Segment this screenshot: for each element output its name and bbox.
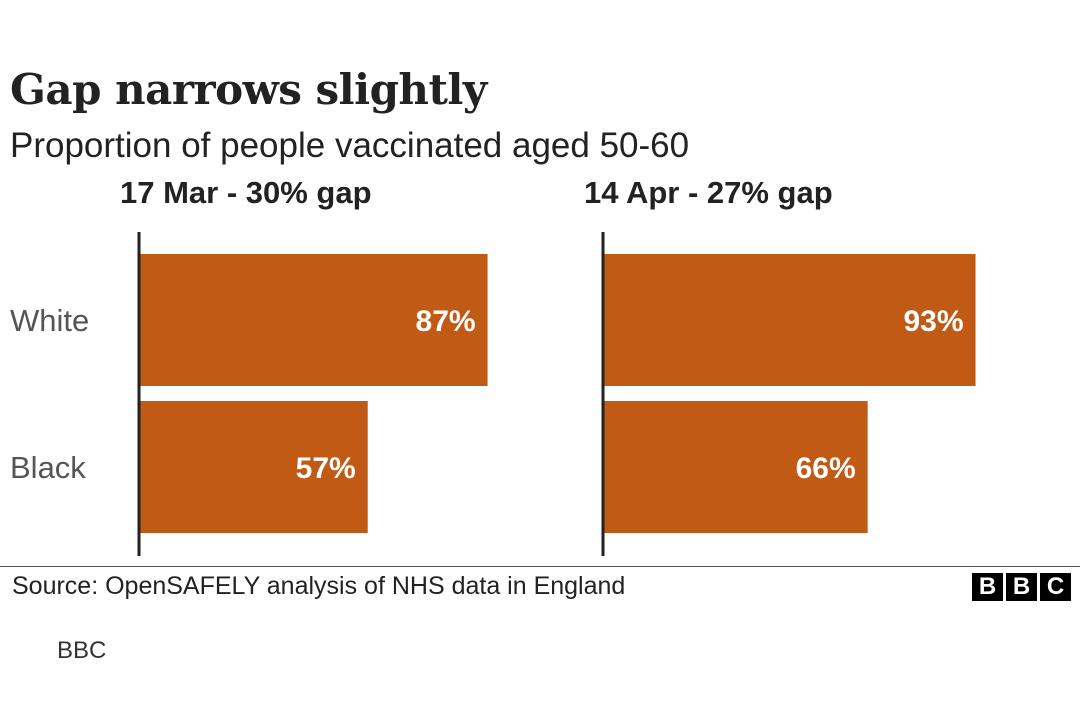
category-label-white: White (10, 303, 89, 338)
chart-title: Gap narrows slightly (10, 65, 487, 114)
bar-white-17-mar (140, 254, 488, 386)
chart-subtitle: Proportion of people vaccinated aged 50-… (10, 126, 690, 165)
bbc-logo-letter-2: B (1006, 573, 1037, 601)
bar-black-17-mar (140, 401, 368, 533)
panel-14-apr: 14 Apr - 27% gap 93% 66% (470, 170, 990, 560)
source-note: Source: OpenSAFELY analysis of NHS data … (12, 572, 626, 600)
bar-value-label-black-14-apr: 66% (796, 452, 856, 485)
footer-divider (0, 566, 1080, 567)
bar-value-label-black-17-mar: 57% (296, 452, 356, 485)
bbc-logo: B B C (972, 573, 1071, 601)
bar-black-14-apr (604, 401, 868, 533)
panel-17-mar: 17 Mar - 30% gap 87% White 57% Black (0, 170, 520, 560)
bar-value-label-white-17-mar: 87% (416, 305, 476, 338)
bbc-logo-letter-3: C (1040, 573, 1071, 601)
bbc-logo-letter-1: B (972, 573, 1003, 601)
chart-17-mar: 17 Mar - 30% gap 87% White 57% Black (10, 175, 488, 556)
bar-value-label-white-14-apr: 93% (903, 305, 963, 338)
panel-title-17-mar: 17 Mar - 30% gap (120, 175, 372, 210)
panel-title-14-apr: 14 Apr - 27% gap (584, 175, 833, 210)
image-credit: BBC (57, 637, 107, 664)
chart-14-apr: 14 Apr - 27% gap 93% 66% (584, 175, 976, 556)
bar-white-14-apr (604, 254, 976, 386)
category-label-black: Black (10, 450, 86, 485)
